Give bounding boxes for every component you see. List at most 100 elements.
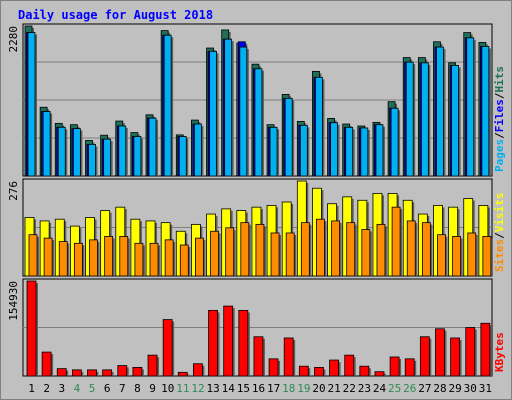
kbytes-bar (102, 369, 114, 377)
pages-bar (360, 127, 370, 177)
day-label: 22 (343, 382, 356, 395)
day-label: 12 (191, 382, 204, 395)
sites-bar (43, 237, 55, 277)
day-label: 18 (282, 382, 295, 395)
sites-bar (58, 241, 70, 277)
kbytes-bar (132, 367, 144, 377)
kbytes-bar (450, 337, 462, 377)
pages-bar (103, 138, 113, 177)
pages-bar (178, 136, 189, 177)
kbytes-bar (329, 359, 341, 377)
pages-bar (254, 68, 264, 177)
kbytes-bar (71, 369, 84, 377)
legend--label: / (493, 132, 506, 139)
kbytes-bar (283, 337, 296, 377)
day-label: 5 (89, 382, 96, 395)
day-label: 8 (134, 382, 141, 395)
kbytes-bar (162, 319, 175, 377)
kbytes-bar (26, 280, 38, 377)
pages-bar (194, 123, 204, 177)
day-label: 6 (104, 382, 111, 395)
kbytes-bar (359, 365, 371, 377)
kbytes-bar (193, 363, 205, 377)
sites-bar (376, 223, 387, 277)
sites-bar (300, 222, 312, 277)
day-label: 23 (358, 382, 371, 395)
sites-bar (225, 227, 236, 277)
kbytes-bar (389, 356, 402, 377)
pages-bar (42, 111, 53, 177)
day-label: 19 (297, 382, 310, 395)
day-label: 28 (433, 382, 446, 395)
legend-kbytes-label: KBytes (493, 332, 506, 372)
sites-bar (195, 237, 206, 277)
sites-bar (119, 236, 130, 277)
pages-bar (269, 126, 280, 177)
day-label: 10 (161, 382, 174, 395)
day-label: 3 (59, 382, 66, 395)
chart-title: Daily usage for August 2018 (18, 8, 213, 22)
kbytes-bar (238, 309, 250, 377)
kbytes-bar (177, 371, 190, 377)
kbytes-bar (117, 365, 129, 377)
legend-hits-label: Hits (493, 66, 506, 93)
day-label: 13 (206, 382, 219, 395)
sites-bar (210, 230, 221, 277)
day-label: 2 (43, 382, 50, 395)
kbytes-bar (223, 305, 235, 377)
pages-bar (224, 38, 234, 177)
panel-2-legend: Sites/Visits (493, 193, 506, 273)
pages-bar (345, 126, 355, 177)
day-label: 27 (418, 382, 431, 395)
sites-bar (28, 234, 39, 277)
sites-bar (164, 239, 176, 277)
day-label: 7 (119, 382, 126, 395)
sites-bar (482, 236, 493, 277)
pages-bar (284, 97, 295, 177)
pages-bar (420, 62, 431, 177)
day-label: 4 (74, 382, 81, 395)
pages-bar (118, 125, 128, 177)
legend--label: / (493, 232, 506, 239)
kbytes-bar (56, 368, 69, 377)
pages-bar (466, 37, 476, 177)
kbytes-bar (298, 365, 311, 377)
panel-1-legend: Pages/Files/Hits (493, 66, 506, 172)
sites-bar (179, 244, 191, 277)
day-label: 20 (312, 382, 325, 395)
pages-bar (88, 144, 98, 177)
pages-bar (239, 46, 249, 177)
panel-3-ymax-label: 154930 (7, 281, 20, 321)
legend-files-label: Files (493, 99, 506, 132)
kbytes-bar (268, 358, 281, 377)
sites-bar (316, 218, 327, 277)
day-label: 25 (388, 382, 401, 395)
pages-bar (315, 76, 325, 177)
sites-bar (361, 229, 372, 277)
pages-bar (405, 61, 416, 177)
day-label: 30 (464, 382, 477, 395)
day-label: 21 (328, 382, 341, 395)
sites-bar (149, 242, 161, 277)
legend-sites-label: Sites (493, 239, 506, 272)
kbytes-bar (435, 328, 447, 377)
day-label: 24 (373, 382, 387, 395)
day-label: 11 (176, 382, 189, 395)
sites-bar (255, 223, 266, 277)
kbytes-bar (465, 327, 477, 377)
panel-1-ymax-label: 2280 (7, 26, 20, 53)
day-label: 26 (403, 382, 416, 395)
sites-bar (89, 239, 100, 277)
pages-bar (163, 34, 174, 177)
kbytes-bar (419, 336, 432, 377)
sites-bar (452, 236, 463, 277)
legend-pages-label: Pages (493, 139, 506, 172)
pages-bar (299, 124, 310, 177)
kbytes-bar (87, 369, 99, 377)
kbytes-bar (41, 351, 54, 377)
kbytes-bar (374, 371, 386, 377)
sites-bar (421, 222, 433, 277)
sites-bar (391, 206, 403, 277)
sites-bar (73, 242, 85, 277)
kbytes-bar (147, 354, 160, 377)
